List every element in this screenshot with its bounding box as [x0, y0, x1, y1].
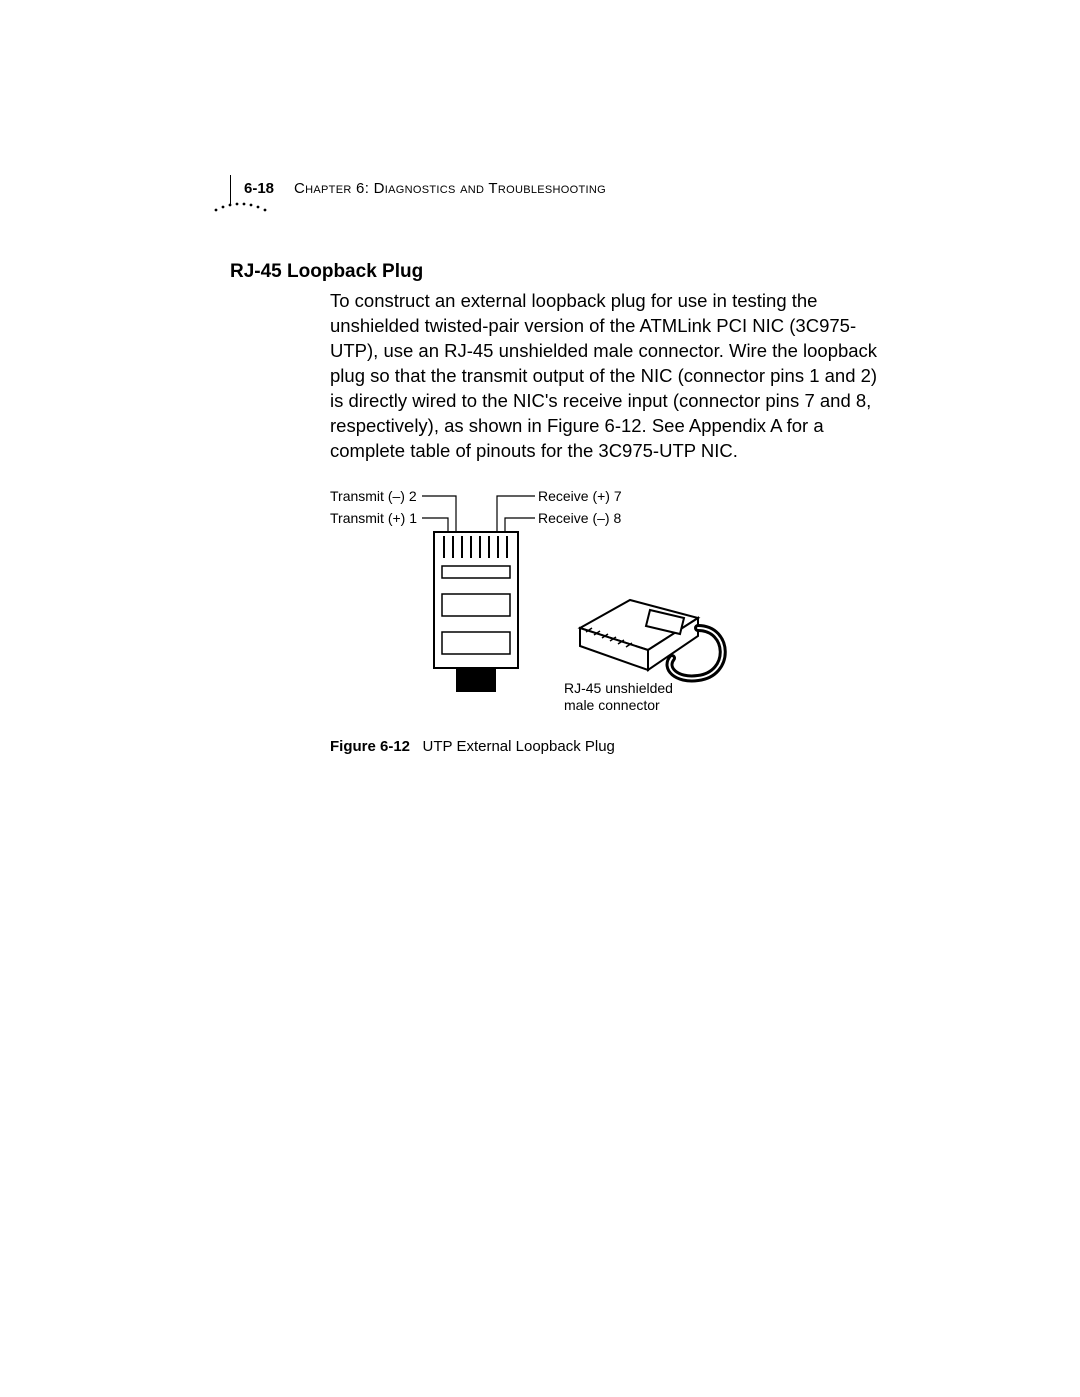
page-content: 6-18 Chapter 6: Diagnostics and Troubles…	[230, 180, 930, 755]
running-header: 6-18 Chapter 6: Diagnostics and Troubles…	[244, 180, 930, 197]
connector-label-line1: RJ-45 unshielded	[564, 680, 673, 696]
connector-label-line2: male connector	[564, 697, 660, 713]
chapter-title: Chapter 6: Diagnostics and Troubleshooti…	[294, 180, 606, 197]
caption-text: UTP External Loopback Plug	[423, 738, 615, 755]
connector-label: RJ-45 unshielded male connector	[564, 680, 673, 714]
section-title: RJ-45 Loopback Plug	[230, 261, 930, 283]
rj45-3d-icon	[580, 600, 723, 678]
figure-caption: Figure 6-12 UTP External Loopback Plug	[330, 738, 930, 755]
figure-6-12: Transmit (–) 2 Transmit (+) 1 Receive (+…	[330, 488, 810, 728]
page-number: 6-18	[244, 180, 274, 197]
caption-number: Figure 6-12	[330, 738, 410, 755]
section-body: To construct an external loopback plug f…	[330, 289, 880, 464]
